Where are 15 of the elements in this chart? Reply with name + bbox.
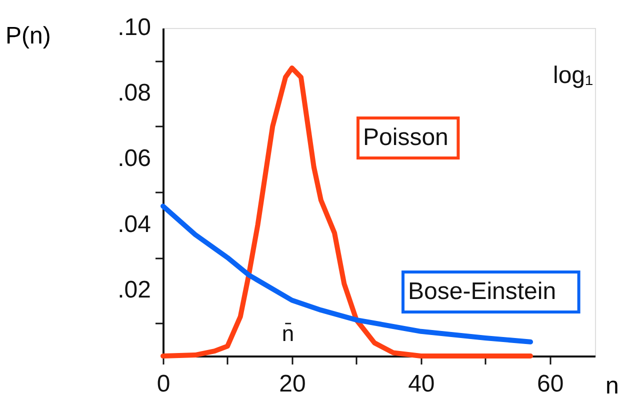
y-tick-label: .04 [118,210,151,238]
text: Poisson [363,124,448,151]
x-tick-label: 0 [156,370,170,398]
annotation: log₁ [553,62,594,89]
y-tick-label: .06 [118,145,151,172]
x-tick-label: 60 [537,370,564,398]
x-tick-label: 20 [279,370,306,398]
y-axis-title: P(n) [6,22,51,50]
y-tick-label: .02 [118,276,151,304]
x-tick-label: 40 [408,370,435,398]
y-tick-label: .08 [118,80,151,107]
annotation: n̄ [282,321,294,346]
x-axis-title: n [606,372,618,400]
y-tick-label: .10 [118,14,151,41]
series-label: Bose-Einstein [408,278,556,305]
